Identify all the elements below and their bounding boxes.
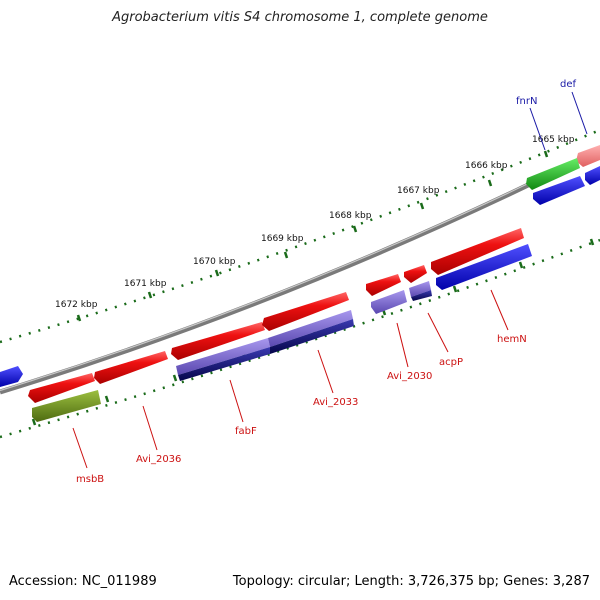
callout-fnrN: [529, 107, 546, 151]
gene-acpP-lower[interactable]: [411, 290, 432, 301]
kbp-labels: 1665 kbp 1666 kbp 1667 kbp 1668 kbp 1669…: [55, 135, 575, 310]
gene-fnrN-forward[interactable]: [526, 158, 580, 190]
label-Avi_2030[interactable]: Avi_2030: [387, 371, 432, 382]
label-Avi_2036[interactable]: Avi_2036: [136, 454, 181, 465]
gene-def-forward[interactable]: [576, 145, 600, 167]
gene-fnrN[interactable]: [533, 176, 585, 205]
outer-major-ticks: [76, 150, 549, 322]
kbp-label-1665: 1665 kbp: [532, 135, 575, 145]
callout-Avi_2030: [396, 322, 409, 368]
gene-msbB[interactable]: [32, 390, 101, 422]
gene-hemN[interactable]: [436, 244, 532, 290]
gene-Avi_2036[interactable]: [94, 351, 168, 384]
kbp-label-1671: 1671 kbp: [124, 279, 167, 289]
kbp-label-1668: 1668 kbp: [329, 211, 372, 221]
callout-acpP: [427, 312, 449, 353]
callout-msbB: [72, 427, 88, 469]
gene-fabF-reverse[interactable]: [176, 338, 270, 375]
kbp-label-1669: 1669 kbp: [261, 234, 304, 244]
kbp-label-1667: 1667 kbp: [397, 186, 440, 196]
callout-hemN: [490, 289, 509, 331]
gene-def[interactable]: [585, 166, 600, 185]
gene-Avi_2033-reverse[interactable]: [268, 310, 353, 347]
label-fnrN[interactable]: fnrN: [516, 96, 537, 107]
kbp-label-1672: 1672 kbp: [55, 300, 98, 310]
callout-Avi_2033: [317, 349, 334, 394]
kbp-label-1670: 1670 kbp: [193, 257, 236, 267]
gene-hemN-forward[interactable]: [431, 228, 524, 275]
gene-Avi_2030-reverse[interactable]: [371, 290, 407, 314]
callout-def: [571, 91, 588, 135]
callout-Avi_2036: [142, 405, 158, 451]
gene-Avi_2033-reverse-lower[interactable]: [270, 319, 354, 354]
gene-Avi_2033[interactable]: [262, 292, 349, 331]
chromosome-backbone: [0, 147, 600, 395]
gene-fabF[interactable]: [171, 322, 265, 360]
callout-lines: [72, 91, 588, 469]
map-title: Agrobacterium vitis S4 chromosome 1, com…: [112, 10, 488, 25]
kbp-label-1666: 1666 kbp: [465, 161, 508, 171]
gene-fabF-reverse-lower[interactable]: [178, 347, 270, 381]
gene-Avi_2030[interactable]: [366, 274, 401, 296]
gene-acpP[interactable]: [409, 281, 431, 297]
label-fabF[interactable]: fabF: [235, 426, 257, 437]
label-acpP[interactable]: acpP: [439, 357, 463, 368]
genome-summary: Topology: circular; Length: 3,726,375 bp…: [232, 574, 590, 589]
gene-acpP-forward[interactable]: [404, 265, 427, 283]
accession-text: Accession: NC_011989: [9, 574, 157, 589]
gene-left-edge[interactable]: [0, 366, 23, 387]
reverse-strand-genes: [0, 166, 600, 422]
inner-tick-ring: [0, 238, 600, 439]
forward-strand-genes: [28, 145, 600, 403]
callout-fabF: [229, 379, 244, 423]
gene-msbB-forward[interactable]: [28, 373, 95, 403]
backbone-highlight: [0, 147, 600, 392]
label-def[interactable]: def: [560, 79, 577, 90]
label-msbB[interactable]: msbB: [76, 474, 104, 485]
gene-labels: def fnrN hemN acpP Avi_2030 Avi_2033 fab…: [76, 79, 577, 485]
label-hemN[interactable]: hemN: [497, 334, 527, 345]
label-Avi_2033[interactable]: Avi_2033: [313, 397, 358, 408]
